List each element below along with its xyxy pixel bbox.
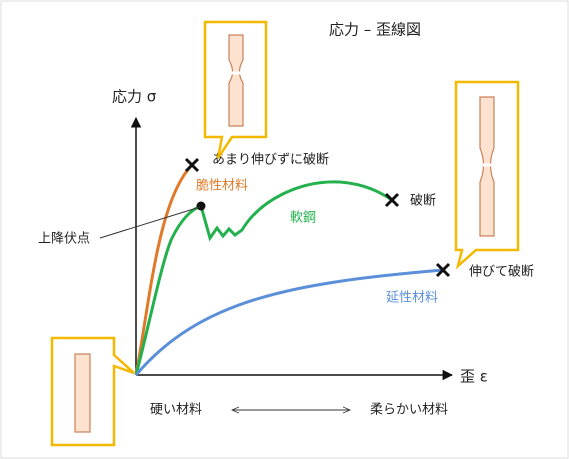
leader-line — [99, 206, 201, 239]
steel-break-label: 破断 — [410, 194, 436, 209]
initial-specimen — [50, 336, 135, 447]
hard-label: 硬い材料 — [150, 403, 202, 418]
brittle-break-label: あまり伸びずに破断 — [212, 153, 329, 168]
ductile-break-label: 伸びて破断 — [469, 265, 534, 280]
break-marks — [184, 157, 451, 278]
brittle-specimen — [203, 20, 268, 159]
brittle-label: 脆性材料 — [196, 178, 248, 194]
y-axis-label: 応力 σ — [112, 88, 157, 106]
soft-label: 柔らかい材料 — [370, 403, 448, 418]
brittle-curve — [134, 163, 194, 376]
ductile-label: 延性材料 — [386, 291, 438, 306]
x-axis-label: 歪 ε — [460, 368, 488, 386]
mild-steel-label: 軟鋼 — [290, 210, 316, 226]
yield-dot — [196, 201, 206, 211]
yield-label: 上降伏点 — [38, 232, 90, 247]
title: 応力 – 歪線図 — [329, 21, 421, 39]
mild-steel-curve — [134, 180, 393, 376]
ductile-curve — [134, 268, 444, 376]
ductile-specimen — [454, 80, 520, 270]
